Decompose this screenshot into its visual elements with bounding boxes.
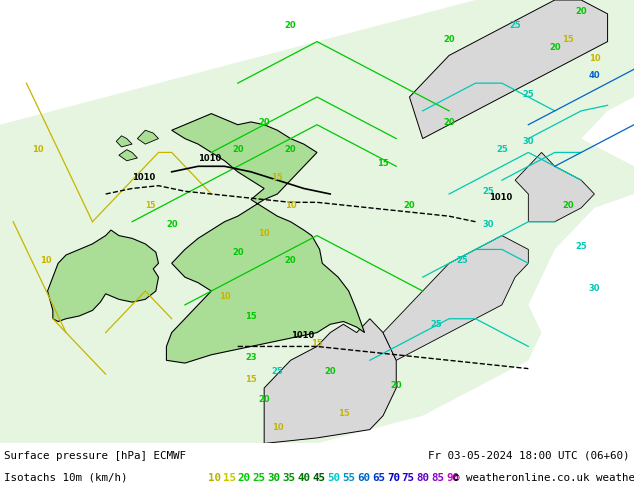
Text: 20: 20 [166,220,178,229]
Text: 75: 75 [402,473,415,483]
Text: 20: 20 [404,201,415,210]
Text: 10: 10 [271,422,283,432]
Text: 90: 90 [446,473,460,483]
Polygon shape [48,230,158,321]
Polygon shape [0,0,634,443]
Text: 25: 25 [483,187,495,196]
Text: 15: 15 [337,409,349,418]
Text: 20: 20 [325,367,336,376]
Text: 10: 10 [208,473,221,483]
Polygon shape [166,114,365,363]
Text: 10: 10 [258,228,270,238]
Text: 40: 40 [297,473,311,483]
Text: 25: 25 [456,256,468,265]
Text: 1010: 1010 [132,173,155,182]
Text: 10: 10 [32,146,43,154]
Text: 80: 80 [417,473,430,483]
Polygon shape [264,318,396,443]
Polygon shape [383,236,528,360]
Text: 20: 20 [258,395,270,404]
Text: 20: 20 [391,381,402,390]
Text: 1010: 1010 [198,154,221,163]
Text: Isotachs 10m (km/h): Isotachs 10m (km/h) [4,473,134,483]
Text: Surface pressure [hPa] ECMWF: Surface pressure [hPa] ECMWF [4,451,186,461]
Text: 20: 20 [562,201,574,210]
Polygon shape [515,152,595,221]
Text: 25: 25 [522,90,534,99]
Text: 55: 55 [342,473,355,483]
Text: 15: 15 [377,159,389,168]
Text: 25: 25 [575,243,587,251]
Text: 20: 20 [443,35,455,44]
Text: 60: 60 [357,473,370,483]
Text: 25: 25 [509,21,521,30]
Text: 20: 20 [285,21,297,30]
Polygon shape [116,136,132,147]
Text: 10: 10 [219,293,230,301]
Text: 20: 20 [238,473,251,483]
Text: 15: 15 [145,201,156,210]
Text: 30: 30 [588,284,600,293]
Text: 45: 45 [313,473,325,483]
Text: 25: 25 [496,146,508,154]
Text: 15: 15 [271,173,283,182]
Text: 15: 15 [562,35,574,44]
Text: 23: 23 [245,353,257,362]
Text: 20: 20 [443,118,455,127]
Text: 35: 35 [283,473,295,483]
Text: Fr 03-05-2024 18:00 UTC (06+60): Fr 03-05-2024 18:00 UTC (06+60) [429,451,630,461]
Text: 40: 40 [588,71,600,79]
Text: 20: 20 [232,146,243,154]
Text: 15: 15 [245,375,257,385]
Polygon shape [138,130,158,144]
Text: © weatheronline.co.uk weatheronline.co.uk: © weatheronline.co.uk weatheronline.co.u… [453,473,634,483]
Text: 25: 25 [253,473,266,483]
Text: 20: 20 [258,118,270,127]
Text: 1010: 1010 [290,331,314,340]
Polygon shape [119,149,138,161]
Text: 50: 50 [327,473,340,483]
Text: 20: 20 [549,43,560,52]
Text: 25: 25 [430,320,442,329]
Text: 10: 10 [588,54,600,63]
Text: 15: 15 [245,312,257,321]
Text: 20: 20 [285,146,297,154]
Text: 20: 20 [575,7,587,16]
Text: 1010: 1010 [489,193,512,201]
Text: 10: 10 [39,256,51,265]
Text: 20: 20 [232,248,243,257]
Text: 85: 85 [432,473,444,483]
Text: 30: 30 [522,137,534,146]
Text: 20: 20 [285,256,297,265]
Text: 15: 15 [311,340,323,348]
Text: 15: 15 [223,473,236,483]
Text: 25: 25 [271,367,283,376]
Text: 70: 70 [387,473,400,483]
Polygon shape [410,0,607,139]
Text: 65: 65 [372,473,385,483]
Text: 10: 10 [285,201,297,210]
Text: 30: 30 [483,220,495,229]
Text: 30: 30 [268,473,281,483]
